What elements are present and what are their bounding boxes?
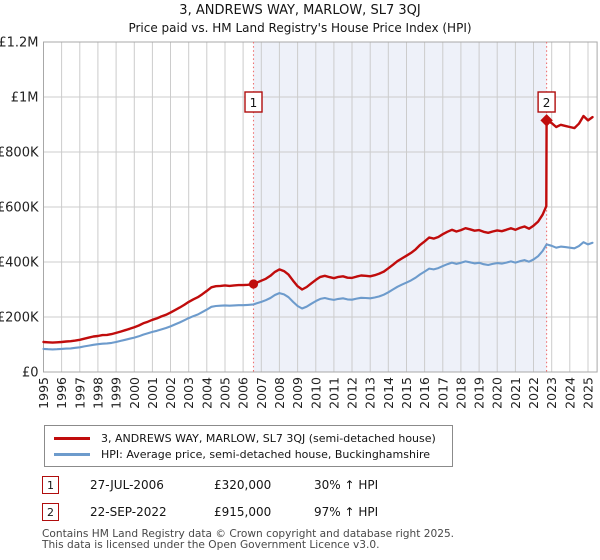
sale-marker-1 <box>248 279 259 289</box>
x-tick-label: 2015 <box>399 377 414 409</box>
y-tick-label: £800K <box>0 146 39 161</box>
legend-item-hpi: HPI: Average price, semi-detached house,… <box>54 446 448 462</box>
footer-line-1: Contains HM Land Registry data © Crown c… <box>42 528 455 540</box>
chart-legend: 3, ANDREWS WAY, MARLOW, SL7 3QJ (semi-de… <box>44 425 453 467</box>
sale-marker-2 <box>540 114 553 127</box>
sale-vs-hpi: 97% ↑ HPI <box>314 505 379 519</box>
x-tick-label: 2022 <box>526 377 541 409</box>
x-tick-label: 2004 <box>199 377 214 409</box>
x-tick-label: 2007 <box>254 377 269 409</box>
license-footer: Contains HM Land Registry data © Crown c… <box>42 529 454 551</box>
y-tick-label: £400K <box>0 256 39 271</box>
sale-number-badge: 1 <box>42 476 59 494</box>
page-title: 3, ANDREWS WAY, MARLOW, SL7 3QJ <box>179 3 421 18</box>
x-tick-label: 2011 <box>326 377 341 409</box>
x-tick-label: 2002 <box>163 377 178 409</box>
x-tick-label: 2005 <box>218 377 233 409</box>
x-tick-label: 2020 <box>490 377 505 409</box>
legend-label-hpi: HPI: Average price, semi-detached house,… <box>101 447 431 461</box>
x-tick-label: 1998 <box>90 377 105 409</box>
hpi-series-line <box>42 241 594 351</box>
x-tick-label: 1999 <box>109 377 124 409</box>
sale-marker-box-1 <box>244 91 263 113</box>
x-tick-label: 2008 <box>272 377 287 409</box>
sale-marker-label-1: 1 <box>250 96 258 110</box>
page-subtitle: Price paid vs. HM Land Registry's House … <box>128 21 472 35</box>
legend-label-property: 3, ANDREWS WAY, MARLOW, SL7 3QJ (semi-de… <box>101 431 436 445</box>
x-tick-label: 1996 <box>54 377 69 409</box>
x-tick-label: 2014 <box>381 377 396 409</box>
price-series-line <box>42 114 594 344</box>
x-tick-label: 2018 <box>453 377 468 409</box>
x-tick-label: 2021 <box>508 377 523 409</box>
sale-date: 22-SEP-2022 <box>90 505 167 519</box>
legend-item-property: 3, ANDREWS WAY, MARLOW, SL7 3QJ (semi-de… <box>54 430 448 446</box>
x-tick-label: 2019 <box>472 377 487 409</box>
x-tick-label: 2000 <box>127 377 142 409</box>
x-tick-label: 2006 <box>236 377 251 409</box>
x-tick-label: 2003 <box>181 377 196 409</box>
price-chart: 1 2 £0 £200K £400K £600K £800K £1M £1.2M 1995 1996… <box>0 36 598 409</box>
y-tick-label: £1M <box>11 91 39 106</box>
y-tick-label: £0 <box>22 366 39 381</box>
x-tick-label: 2025 <box>581 377 596 409</box>
plot-border <box>43 41 598 373</box>
x-tick-label: 2012 <box>345 377 360 409</box>
sale-marker-label-2: 2 <box>543 96 551 110</box>
sale-annotation-row: 2 22-SEP-2022 £915,000 97% ↑ HPI <box>42 503 378 521</box>
x-tick-label: 1997 <box>72 377 87 409</box>
x-tick-label: 2001 <box>145 377 160 409</box>
sale-date: 27-JUL-2006 <box>90 478 164 492</box>
sale-price: £915,000 <box>214 505 272 519</box>
x-tick-label: 1995 <box>36 377 51 409</box>
y-tick-label: £1.2M <box>0 36 39 51</box>
x-tick-label: 2009 <box>290 377 305 409</box>
x-tick-label: 2016 <box>417 377 432 409</box>
y-tick-label: £600K <box>0 201 39 216</box>
x-tick-label: 2024 <box>562 377 577 409</box>
y-tick-label: £200K <box>0 311 39 326</box>
x-tick-label: 2010 <box>308 377 323 409</box>
sale-marker-box-2 <box>537 91 556 113</box>
sale-price: £320,000 <box>214 478 272 492</box>
x-tick-label: 2017 <box>435 377 450 409</box>
x-tick-label: 2023 <box>544 377 559 409</box>
footer-line-2: This data is licensed under the Open Gov… <box>42 539 380 551</box>
sale-number-badge: 2 <box>42 503 59 521</box>
sale-vs-hpi: 30% ↑ HPI <box>314 478 379 492</box>
property-line-swatch <box>54 436 90 440</box>
x-tick-label: 2013 <box>363 377 378 409</box>
hpi-line-swatch <box>54 452 90 456</box>
sale-annotation-row: 1 27-JUL-2006 £320,000 30% ↑ HPI <box>42 476 378 494</box>
